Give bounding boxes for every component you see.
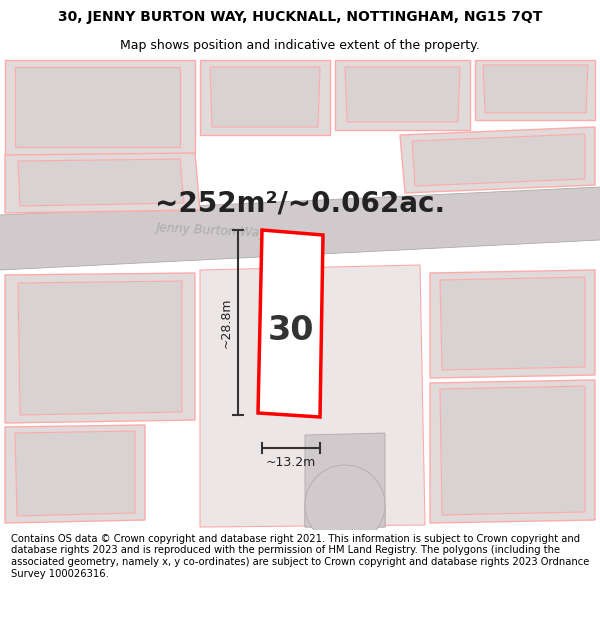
Text: ~28.8m: ~28.8m	[220, 298, 233, 348]
Polygon shape	[430, 270, 595, 378]
Text: Map shows position and indicative extent of the property.: Map shows position and indicative extent…	[120, 39, 480, 52]
Polygon shape	[305, 475, 385, 527]
Polygon shape	[200, 265, 425, 527]
Polygon shape	[345, 67, 460, 122]
Polygon shape	[5, 60, 195, 155]
Text: Jenny Burton Way: Jenny Burton Way	[155, 221, 267, 240]
Polygon shape	[440, 386, 585, 515]
Text: 30, JENNY BURTON WAY, HUCKNALL, NOTTINGHAM, NG15 7QT: 30, JENNY BURTON WAY, HUCKNALL, NOTTINGH…	[58, 9, 542, 24]
Polygon shape	[400, 127, 595, 193]
Polygon shape	[5, 425, 145, 523]
Polygon shape	[440, 277, 585, 370]
Polygon shape	[200, 60, 330, 135]
Polygon shape	[305, 433, 385, 527]
Polygon shape	[18, 159, 184, 206]
Polygon shape	[210, 67, 320, 127]
Polygon shape	[335, 60, 470, 130]
Circle shape	[305, 465, 385, 545]
Polygon shape	[18, 281, 182, 415]
Polygon shape	[15, 67, 180, 147]
Polygon shape	[483, 65, 588, 113]
Polygon shape	[15, 431, 135, 516]
Text: ~13.2m: ~13.2m	[266, 456, 316, 469]
Polygon shape	[5, 273, 195, 423]
Text: ~252m²/~0.062ac.: ~252m²/~0.062ac.	[155, 189, 445, 217]
Polygon shape	[475, 60, 595, 120]
Polygon shape	[430, 380, 595, 523]
Text: 30: 30	[268, 314, 314, 346]
Polygon shape	[5, 153, 200, 213]
Polygon shape	[258, 230, 323, 417]
Text: Contains OS data © Crown copyright and database right 2021. This information is : Contains OS data © Crown copyright and d…	[11, 534, 589, 579]
Polygon shape	[0, 187, 600, 270]
Polygon shape	[412, 134, 585, 186]
